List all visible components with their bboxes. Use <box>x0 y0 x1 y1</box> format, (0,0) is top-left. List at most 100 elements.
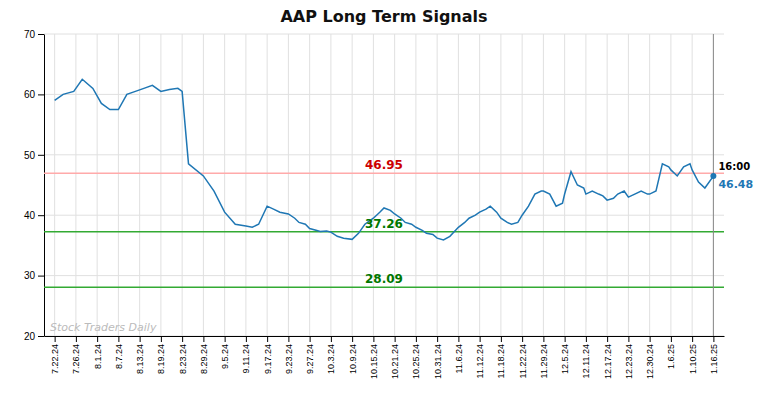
y-axis: 203040506070 <box>24 29 45 342</box>
grid-line-x <box>543 34 544 336</box>
y-axis-line <box>44 35 45 337</box>
grid-line-x <box>309 34 310 336</box>
x-tick: 12.23.24 <box>624 336 634 379</box>
x-tick: 9.27.24 <box>305 336 315 374</box>
last-point <box>710 173 716 179</box>
chart: 7.22.247.26.248.1.248.7.248.13.248.19.24… <box>0 0 784 398</box>
y-tick-label: 30 <box>24 270 36 281</box>
x-tick-label: 10.3.24 <box>326 344 336 374</box>
grid-line-x <box>564 34 565 336</box>
x-tick-mark <box>182 336 183 342</box>
x-tick-mark <box>373 336 374 342</box>
grid-line-x <box>670 34 671 336</box>
x-tick-mark <box>480 336 481 342</box>
x-tick-label: 10.15.24 <box>369 344 379 379</box>
x-tick: 9.17.24 <box>263 336 273 374</box>
x-tick: 12.11.24 <box>581 336 591 378</box>
x-tick-label: 11.22.24 <box>518 344 528 378</box>
x-tick-label: 11.6.24 <box>454 344 464 373</box>
y-tick: 30 <box>24 270 44 281</box>
y-tick-mark <box>38 34 44 35</box>
x-tick-label: 1.16.25 <box>709 344 719 374</box>
grid-line-x <box>224 34 225 336</box>
grid-line-y <box>44 215 724 216</box>
annotations: Stock Traders Daily46.9537.2628.0916:004… <box>50 158 753 334</box>
grid <box>44 34 724 336</box>
grid-line-x <box>500 34 501 336</box>
x-tick-label: 10.9.24 <box>348 344 358 374</box>
grid-line-x <box>607 34 608 336</box>
x-tick-label: 8.1.24 <box>93 344 103 369</box>
x-tick-label: 9.27.24 <box>305 344 315 374</box>
x-tick-mark <box>501 336 502 342</box>
x-tick: 8.7.24 <box>114 336 124 369</box>
reference-label: 46.95 <box>365 158 403 172</box>
reference-label: 37.26 <box>365 217 403 231</box>
x-tick: 8.1.24 <box>93 336 103 369</box>
x-tick-label: 9.23.24 <box>284 344 294 374</box>
x-tick-label: 8.29.24 <box>199 344 209 374</box>
grid-line-x <box>139 34 140 336</box>
x-tick-mark <box>288 336 289 342</box>
x-tick-label: 11.29.24 <box>539 344 549 378</box>
x-tick-label: 8.13.24 <box>135 344 145 374</box>
grid-line-x <box>118 34 119 336</box>
x-tick-mark <box>543 336 544 342</box>
x-tick-mark <box>713 336 714 342</box>
x-tick: 10.15.24 <box>369 336 379 379</box>
grid-line-x <box>458 34 459 336</box>
y-tick-mark <box>38 276 44 277</box>
x-tick-mark <box>671 336 672 342</box>
x-tick-mark <box>97 336 98 342</box>
x-tick-label: 9.11.24 <box>241 344 251 373</box>
x-tick-mark <box>565 336 566 342</box>
grid-line-y <box>44 94 724 95</box>
y-tick-label: 40 <box>24 210 36 221</box>
x-tick: 11.6.24 <box>454 336 464 373</box>
grid-line-y <box>44 34 724 35</box>
y-tick-mark <box>38 336 44 337</box>
plot: 7.22.247.26.248.1.248.7.248.13.248.19.24… <box>24 29 753 379</box>
x-tick-mark <box>55 336 56 342</box>
x-tick-label: 10.31.24 <box>433 344 443 379</box>
last-time: 16:00 <box>718 161 750 172</box>
grid-line-x <box>415 34 416 336</box>
grid-line-x <box>182 34 183 336</box>
x-tick-label: 12.30.24 <box>645 344 655 379</box>
x-tick: 8.13.24 <box>135 336 145 374</box>
x-tick: 12.5.24 <box>560 336 570 374</box>
grid-line-x <box>330 34 331 336</box>
reference-label: 28.09 <box>365 272 403 286</box>
y-tick-label: 70 <box>24 29 36 40</box>
reference-line <box>44 286 724 288</box>
x-tick: 10.31.24 <box>433 336 443 379</box>
y-tick: 50 <box>24 150 44 161</box>
x-tick: 11.18.24 <box>496 336 506 378</box>
x-tick-label: 10.21.24 <box>390 344 400 379</box>
x-tick: 10.3.24 <box>326 336 336 374</box>
grid-line-x <box>267 34 268 336</box>
x-tick-label: 7.26.24 <box>71 344 81 374</box>
x-tick-label: 9.17.24 <box>263 344 273 374</box>
x-tick: 8.23.24 <box>178 336 188 374</box>
y-tick-mark <box>38 215 44 216</box>
x-tick-mark <box>352 336 353 342</box>
x-tick-mark <box>628 336 629 342</box>
x-tick-mark <box>416 336 417 342</box>
x-tick-label: 1.6.25 <box>666 344 676 369</box>
x-tick-label: 12.17.24 <box>603 344 613 379</box>
x-tick: 9.23.24 <box>284 336 294 374</box>
x-tick-mark <box>395 336 396 342</box>
x-tick-label: 9.5.24 <box>220 344 230 369</box>
x-tick-label: 1.10.25 <box>688 344 698 374</box>
x-tick-mark <box>203 336 204 342</box>
x-tick: 8.19.24 <box>156 336 166 374</box>
grid-line-x <box>479 34 480 336</box>
x-tick-label: 11.12.24 <box>475 344 485 378</box>
x-tick-label: 8.19.24 <box>156 344 166 374</box>
x-tick: 9.5.24 <box>220 336 230 369</box>
x-tick: 1.10.25 <box>688 336 698 374</box>
grid-line-x <box>628 34 629 336</box>
x-tick-label: 10.25.24 <box>411 344 421 379</box>
y-tick-label: 50 <box>24 150 36 161</box>
